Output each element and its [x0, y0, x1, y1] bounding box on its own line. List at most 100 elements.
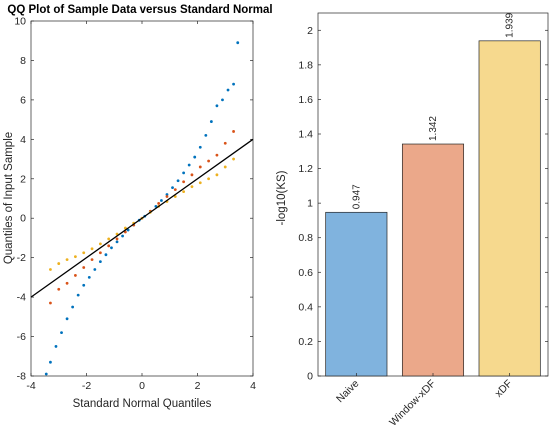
- qq-y-axis-label: Quantiles of Input Sample: [3, 132, 15, 264]
- qq-point: [110, 246, 113, 250]
- qq-point: [44, 372, 48, 376]
- qq-point: [65, 281, 69, 285]
- qq-point: [236, 41, 240, 45]
- qq-point: [207, 177, 211, 181]
- qq-point: [182, 190, 186, 193]
- qq-point: [171, 186, 174, 190]
- bar-y-axis-label: -log10(KS): [276, 170, 288, 225]
- qq-point: [49, 360, 52, 364]
- bar-y-tick-label: 2: [307, 25, 313, 37]
- bar-chart: -log10(KS) 0 0.2 0.4 0.6 0.8 1 1.2 1.4 1.6 1.8 2 0.…: [276, 12, 549, 428]
- qq-point: [176, 179, 180, 183]
- qq-point: [74, 255, 77, 259]
- bar-y-tick-label: 1.4: [298, 129, 313, 141]
- qq-point: [173, 188, 177, 192]
- qq-point: [223, 165, 227, 169]
- qq-point: [232, 157, 235, 161]
- qq-point: [182, 180, 186, 184]
- qq-point: [193, 155, 197, 159]
- qq-y-tick-label: -4: [17, 292, 26, 304]
- qq-x-tick-label: -2: [82, 380, 91, 392]
- qq-y-tick-label: 8: [20, 55, 26, 67]
- qq-point: [215, 153, 219, 157]
- qq-x-tick-label: 2: [195, 380, 201, 392]
- qq-point: [60, 331, 63, 335]
- qq-x-tick-label: -4: [26, 380, 35, 392]
- qq-point: [215, 173, 219, 177]
- bar-y-tick-label: 0.6: [298, 267, 313, 279]
- qq-point: [115, 240, 119, 244]
- qq-point: [198, 181, 202, 185]
- qq-point: [165, 195, 169, 198]
- qq-point: [223, 141, 227, 145]
- qq-y-tick-label: -2: [17, 252, 26, 264]
- qq-point: [76, 293, 80, 297]
- bar-xdf: [478, 40, 541, 377]
- qq-point: [107, 244, 111, 248]
- bar-category-label: Naive: [334, 378, 362, 406]
- qq-point: [57, 262, 61, 265]
- qq-point: [121, 234, 124, 238]
- qq-point: [74, 274, 77, 277]
- bar-y-tick-label: 0.2: [298, 336, 313, 348]
- qq-plot-area: -4 -2 0 2 4 -8 -6 -4 -2 0 2 4 6 8 10: [14, 16, 256, 393]
- bar-window-xdf: [401, 143, 465, 377]
- qq-plot-title: QQ Plot of Sample Data versus Standard N…: [7, 4, 272, 16]
- qq-point: [157, 202, 161, 205]
- qq-point: [98, 242, 102, 246]
- bar-y-tick-label: 1.2: [298, 163, 313, 175]
- qq-y-tick-label: -8: [17, 371, 26, 383]
- bar-y-tick-label: 1.6: [298, 94, 313, 106]
- qq-point: [98, 251, 102, 255]
- qq-point: [198, 145, 202, 149]
- qq-point: [232, 82, 235, 86]
- qq-point: [104, 253, 108, 257]
- qq-plot: QQ Plot of Sample Data versus Standard N…: [3, 4, 273, 410]
- qq-point: [90, 247, 94, 251]
- qq-point: [160, 199, 163, 202]
- qq-point: [209, 120, 213, 123]
- bar-plot-area: 0 0.2 0.4 0.6 0.8 1 1.2 1.4 1.6 1.8 2 0.947 Naive 1.3…: [298, 12, 549, 428]
- bar-y-tick-label: 0.4: [298, 301, 313, 313]
- qq-point: [165, 193, 169, 196]
- qq-point: [198, 165, 202, 169]
- qq-point: [182, 171, 186, 175]
- qq-point: [107, 237, 111, 241]
- qq-point: [115, 237, 119, 241]
- bar-data-label: 1.939: [505, 12, 516, 37]
- qq-point: [82, 266, 86, 269]
- qq-point: [232, 130, 235, 133]
- qq-point: [82, 251, 86, 255]
- qq-x-tick-label: 0: [139, 380, 145, 392]
- qq-point: [226, 88, 230, 92]
- bar-y-tick-label: 1: [307, 198, 313, 210]
- qq-point: [187, 163, 191, 167]
- qq-point: [57, 287, 61, 291]
- qq-point: [49, 268, 52, 271]
- qq-point: [65, 258, 69, 262]
- qq-point: [221, 98, 224, 102]
- qq-point: [82, 283, 86, 287]
- qq-point: [93, 268, 97, 271]
- qq-y-tick-label: 10: [14, 16, 26, 28]
- qq-point: [49, 301, 52, 305]
- qq-y-tick-label: 4: [20, 134, 26, 146]
- qq-point: [65, 317, 69, 321]
- bar-category-label: xDF: [493, 378, 515, 400]
- qq-point: [204, 133, 208, 137]
- bar-y-tick-label: 0.8: [298, 232, 313, 244]
- qq-point: [190, 185, 194, 189]
- qq-point: [90, 258, 94, 262]
- qq-y-tick-label: -6: [17, 331, 26, 343]
- qq-axes-box: [30, 20, 254, 377]
- qq-point: [71, 305, 75, 309]
- qq-y-tick-label: 0: [20, 213, 26, 225]
- qq-point: [215, 104, 219, 108]
- bar-naive: [325, 211, 388, 377]
- qq-y-tick-label: 6: [20, 94, 26, 106]
- qq-point: [87, 275, 91, 279]
- qq-y-tick-label: 2: [20, 173, 26, 185]
- qq-point: [54, 345, 58, 348]
- bar-y-tick-label: 1.8: [298, 59, 313, 71]
